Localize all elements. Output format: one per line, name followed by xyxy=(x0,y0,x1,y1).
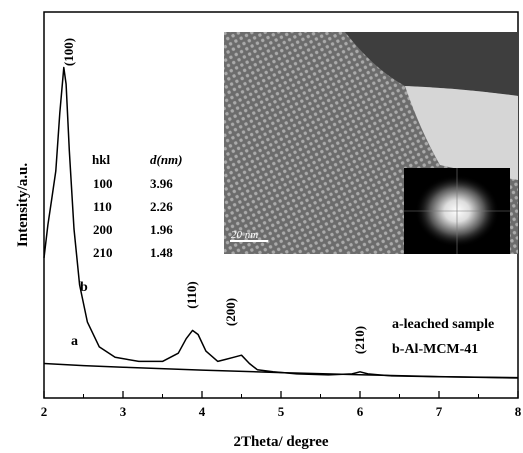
peak-label-110: (110) xyxy=(184,281,199,308)
hkl-row-3-hkl: 200 xyxy=(93,222,113,237)
scale-label: 20 nm xyxy=(231,229,258,241)
hkl-row-4-hkl: 210 xyxy=(93,245,113,260)
x-tick-label: 4 xyxy=(199,404,206,419)
legend-a: a-leached sample xyxy=(392,317,494,332)
hkl-row-4-d: 1.48 xyxy=(150,245,173,260)
x-tick-label: 8 xyxy=(515,404,522,419)
y-axis-label: Intensity/a.u. xyxy=(15,163,31,247)
curve-label-a: a xyxy=(71,334,78,349)
hkl-row-1-hkl: 100 xyxy=(93,176,113,191)
x-tick-label: 5 xyxy=(278,404,285,419)
series-line-a xyxy=(43,362,519,379)
x-axis-label: 2Theta/ degree xyxy=(233,434,328,450)
hkl-row-2-d: 2.26 xyxy=(150,199,173,214)
x-tick-label: 7 xyxy=(436,404,443,419)
x-tick-label: 6 xyxy=(357,404,364,419)
hkl-row-3-d: 1.96 xyxy=(150,222,173,237)
hkl-row-2-hkl: 110 xyxy=(93,199,112,214)
legend-b: b-Al-MCM-41 xyxy=(392,342,478,357)
tem-vacuum-region xyxy=(405,86,518,180)
x-tick-label: 3 xyxy=(120,404,127,419)
peak-label-200: (200) xyxy=(223,298,238,326)
tem-inset: 20 nm xyxy=(224,32,518,254)
hkl-header: hkl xyxy=(92,152,110,167)
curve-label-b: b xyxy=(80,280,88,295)
tem-dark-region xyxy=(345,32,518,96)
hkl-table: hkl d(nm) 100 3.96 110 2.26 200 1.96 210… xyxy=(92,152,183,260)
hkl-row-1-d: 3.96 xyxy=(150,176,173,191)
peak-label-100: (100) xyxy=(61,38,76,66)
peak-label-210: (210) xyxy=(352,326,367,354)
d-header: d(nm) xyxy=(150,152,183,167)
x-tick-label: 2 xyxy=(41,404,48,419)
